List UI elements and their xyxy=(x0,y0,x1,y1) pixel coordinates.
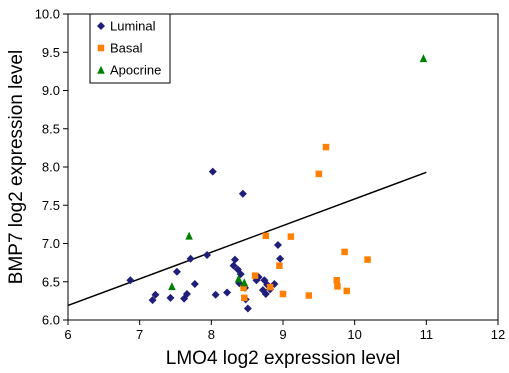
x-tick-label: 7 xyxy=(136,327,143,342)
legend-apocrine-marker xyxy=(97,65,105,74)
data-points xyxy=(126,54,428,313)
luminal-point xyxy=(261,289,270,298)
luminal-point xyxy=(238,189,247,198)
luminal-point xyxy=(273,241,282,250)
x-axis-title: LMO4 log2 expression level xyxy=(166,348,400,369)
x-tick-label: 10 xyxy=(347,327,361,342)
basal-point xyxy=(315,170,323,178)
basal-point xyxy=(322,143,330,151)
axis-ticks: 6 7 8 9 10 11 12 6.0 6.5 7.0 7.5 8.0 8.5 9.0 9.5 10.0 xyxy=(35,7,506,343)
basal-point xyxy=(266,283,274,291)
y-tick-label: 7.5 xyxy=(42,198,60,213)
series-luminal xyxy=(126,167,285,313)
y-tick-label: 9.0 xyxy=(42,83,60,98)
apocrine-point xyxy=(234,274,243,283)
basal-point xyxy=(341,248,348,256)
luminal-point xyxy=(126,276,135,285)
apocrine-point xyxy=(419,54,428,63)
luminal-point xyxy=(172,267,181,276)
apocrine-point xyxy=(168,282,176,291)
x-tick-label: 6 xyxy=(64,327,71,342)
x-tick-label: 12 xyxy=(491,327,505,342)
x-tick-label: 8 xyxy=(208,327,215,342)
basal-point xyxy=(262,232,270,240)
basal-point xyxy=(276,262,283,269)
legend-luminal-marker xyxy=(97,22,105,30)
trendline-layer xyxy=(67,171,427,307)
legend-luminal-label: Luminal xyxy=(110,19,156,34)
luminal-point xyxy=(211,290,220,299)
basal-point xyxy=(333,276,340,284)
y-tick-label: 9.5 xyxy=(42,45,60,60)
basal-point xyxy=(364,256,371,263)
luminal-point xyxy=(203,250,212,259)
y-tick-label: 10.0 xyxy=(35,7,60,22)
basal-point xyxy=(241,294,248,302)
y-tick-label: 7.0 xyxy=(42,236,60,251)
luminal-point xyxy=(208,167,217,176)
luminal-point xyxy=(243,304,252,313)
luminal-point xyxy=(148,296,157,305)
luminal-point xyxy=(151,290,160,299)
luminal-point xyxy=(186,254,195,263)
apocrine-point xyxy=(240,278,249,287)
basal-point xyxy=(251,272,259,279)
luminal-point xyxy=(276,254,285,263)
legend: Luminal Basal Apocrine xyxy=(89,13,171,84)
basal-point xyxy=(334,283,341,290)
series-apocrine xyxy=(168,54,428,291)
basal-point xyxy=(240,284,247,292)
legend-basal-label: Basal xyxy=(110,41,143,56)
trendline xyxy=(67,171,427,307)
basal-point xyxy=(279,290,287,298)
luminal-point xyxy=(166,293,175,302)
y-tick-label: 6.0 xyxy=(42,313,60,328)
basal-point xyxy=(305,292,313,299)
luminal-point xyxy=(223,288,232,297)
y-tick-label: 6.5 xyxy=(42,274,60,289)
series-basal xyxy=(240,143,371,302)
luminal-point xyxy=(182,289,191,298)
y-tick-label: 8.0 xyxy=(42,160,60,175)
luminal-point xyxy=(190,280,199,289)
luminal-point xyxy=(230,255,239,264)
luminal-point xyxy=(229,261,238,270)
basal-point xyxy=(287,233,295,240)
y-tick-label: 8.5 xyxy=(42,121,60,136)
x-tick-label: 11 xyxy=(420,327,434,342)
legend-basal-marker xyxy=(97,44,105,52)
apocrine-point xyxy=(185,231,193,240)
basal-point xyxy=(343,287,351,295)
x-tick-label: 9 xyxy=(279,327,286,342)
legend-apocrine-label: Apocrine xyxy=(110,63,161,78)
y-axis-title: BMP7 log2 expression level xyxy=(6,50,27,284)
